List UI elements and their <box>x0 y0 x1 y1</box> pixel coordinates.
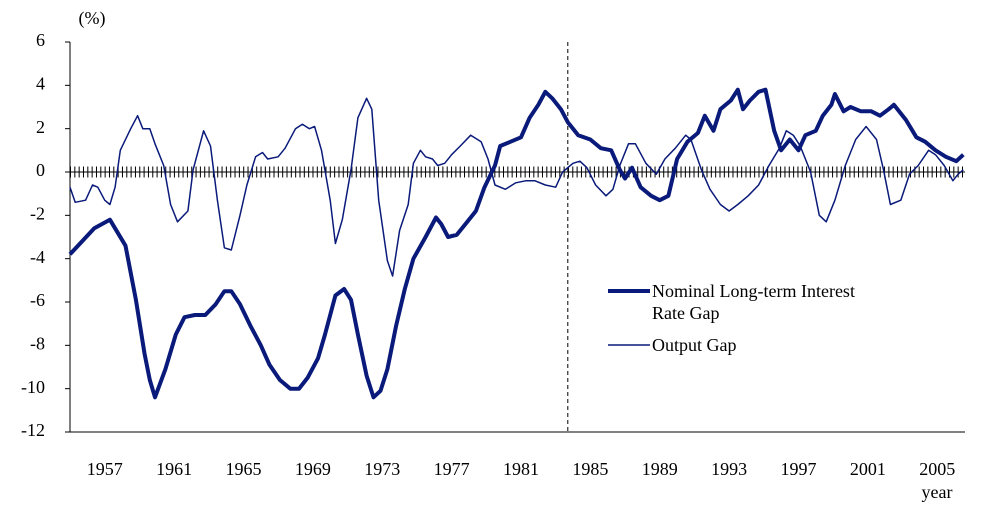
y-tick-label: 0 <box>36 160 45 180</box>
y-tick-label: -6 <box>30 290 45 310</box>
x-tick-label: 1957 <box>87 459 123 479</box>
series-line <box>68 87 965 400</box>
legend-swatch <box>608 344 650 346</box>
x-tick-label: 1969 <box>295 459 331 479</box>
y-tick-label: -12 <box>21 420 45 440</box>
x-tick-label: 2005 <box>919 459 955 479</box>
y-unit-label: (%) <box>79 8 106 29</box>
y-tick-label: -8 <box>30 333 45 353</box>
x-tick-label: 1989 <box>642 459 678 479</box>
x-tick-label: 1993 <box>711 459 747 479</box>
legend-item: Output Gap <box>608 334 877 356</box>
legend-label: Output Gap <box>652 335 737 355</box>
y-tick-label: 4 <box>36 73 45 93</box>
legend-item: Nominal Long-term Interest Rate Gap <box>608 280 877 324</box>
x-tick-label: 1965 <box>225 459 261 479</box>
x-tick-label: 1985 <box>572 459 608 479</box>
y-tick-label: 6 <box>36 30 45 50</box>
y-tick-label: 2 <box>36 117 45 137</box>
legend-swatch <box>608 289 650 293</box>
y-tick-label: -4 <box>30 247 45 267</box>
x-tick-label: 1973 <box>364 459 400 479</box>
legend: Nominal Long-term Interest Rate Gap Outpu… <box>608 280 877 366</box>
x-tick-label: 1997 <box>780 459 816 479</box>
y-tick-label: -2 <box>30 203 45 223</box>
x-axis-label: year <box>922 482 953 502</box>
x-tick-label: 1981 <box>503 459 539 479</box>
x-tick-label: 2001 <box>850 459 886 479</box>
x-tick-label: 1961 <box>156 459 192 479</box>
x-tick-label: 1977 <box>434 459 470 479</box>
legend-label: Nominal Long-term Interest Rate Gap <box>652 281 855 323</box>
y-tick-label: -10 <box>21 377 45 397</box>
series-line <box>69 97 964 277</box>
